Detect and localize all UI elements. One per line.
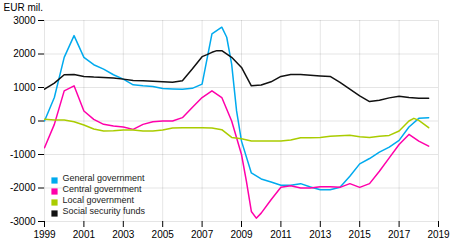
svg-text:2017: 2017 xyxy=(388,229,411,240)
svg-text:1999: 1999 xyxy=(33,229,56,240)
svg-text:Local government: Local government xyxy=(63,195,135,205)
svg-text:0: 0 xyxy=(30,115,36,126)
svg-text:2003: 2003 xyxy=(112,229,135,240)
svg-text:3000: 3000 xyxy=(13,15,36,26)
svg-text:2015: 2015 xyxy=(349,229,372,240)
svg-text:2001: 2001 xyxy=(73,229,96,240)
svg-text:General government: General government xyxy=(63,173,146,183)
svg-text:2007: 2007 xyxy=(191,229,214,240)
svg-text:2009: 2009 xyxy=(230,229,253,240)
svg-text:-3000: -3000 xyxy=(10,216,36,227)
svg-text:2019: 2019 xyxy=(427,229,450,240)
svg-text:2011: 2011 xyxy=(270,229,292,240)
svg-text:2013: 2013 xyxy=(309,229,332,240)
svg-text:-2000: -2000 xyxy=(10,182,36,193)
svg-text:1000: 1000 xyxy=(13,82,36,93)
svg-text:Social security funds: Social security funds xyxy=(63,206,146,216)
svg-text:EUR mil.: EUR mil. xyxy=(4,2,43,13)
svg-text:2000: 2000 xyxy=(13,48,36,59)
svg-text:2005: 2005 xyxy=(152,229,175,240)
svg-text:Central government: Central government xyxy=(63,184,143,194)
svg-text:-1000: -1000 xyxy=(10,149,36,160)
